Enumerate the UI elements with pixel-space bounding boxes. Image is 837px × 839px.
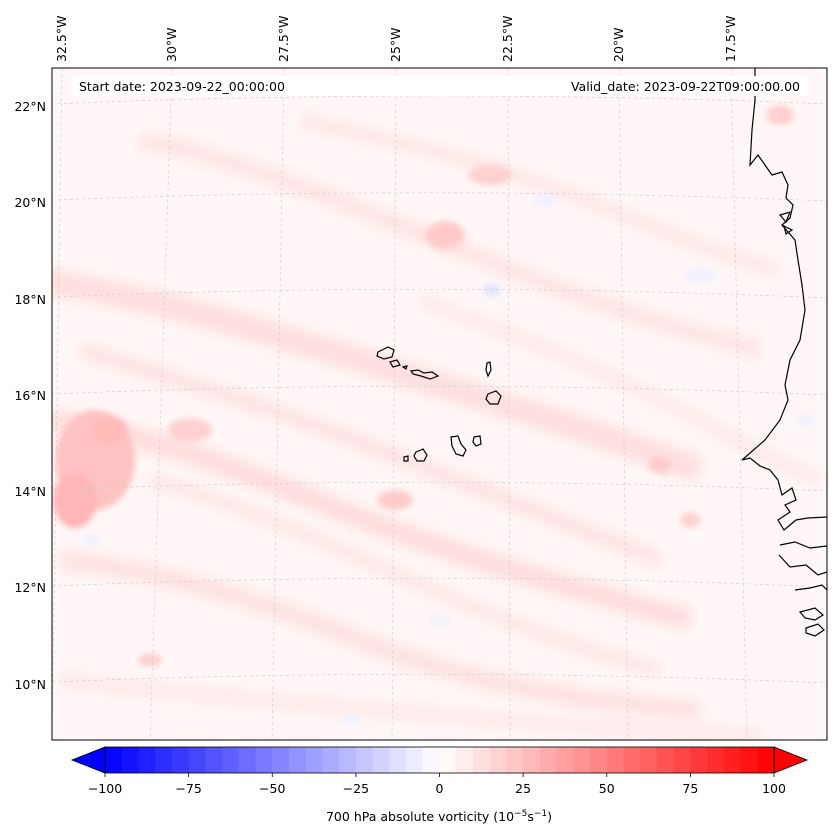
colorbar-bin xyxy=(590,747,608,773)
colorbar-bin xyxy=(573,747,591,773)
lon-label: 17.5°W xyxy=(723,16,738,62)
lat-label: 16°N xyxy=(14,388,46,403)
colorbar-bin xyxy=(690,747,708,773)
colorbar-bin xyxy=(305,747,324,773)
colorbar-bin xyxy=(539,747,558,773)
colorbar-bin xyxy=(222,747,240,773)
colorbar-bin xyxy=(757,747,775,773)
colorbar-tick-label: 75 xyxy=(682,781,698,796)
colorbar-bin xyxy=(472,747,491,773)
colorbar: −100 −75 −50 −25 0 25 50 75 100 700 hPa absolute… xyxy=(70,746,809,824)
colorbar-label: 700 hPa absolute vorticity (10−5s−1) xyxy=(326,809,552,824)
colorbar-bins xyxy=(105,747,775,773)
colorbar-bin xyxy=(723,747,742,773)
island-fogo xyxy=(413,448,428,462)
colorbar-tick-label: 50 xyxy=(599,781,615,796)
colorbar-tick-label: −50 xyxy=(259,781,285,796)
latitude-labels: 22°N 20°N 18°N 16°N 14°N 12°N 10°N xyxy=(14,99,46,692)
colorbar-bin xyxy=(138,747,156,773)
colorbar-bin xyxy=(556,747,574,773)
colorbar-bin xyxy=(171,747,190,773)
colorbar-bin xyxy=(707,747,725,773)
colorbar-bin xyxy=(640,747,658,773)
lon-label: 32.5°W xyxy=(54,16,69,62)
lon-label: 27.5°W xyxy=(276,16,291,62)
colorbar-bin xyxy=(105,747,123,773)
lat-label: 12°N xyxy=(14,580,46,595)
colorbar-bin xyxy=(339,747,357,773)
island-sao-vicente xyxy=(389,359,401,368)
island-sal xyxy=(485,361,492,378)
colorbar-bin xyxy=(322,747,340,773)
longitude-labels: 32.5°W 30°W 27.5°W 25°W 22.5°W 20°W 17.5… xyxy=(54,16,738,62)
lon-label: 20°W xyxy=(611,27,626,62)
lat-label: 10°N xyxy=(14,677,46,692)
colorbar-bin xyxy=(155,747,173,773)
island-maio xyxy=(472,435,482,447)
colorbar-bin xyxy=(355,747,374,773)
map-background xyxy=(52,68,827,740)
colorbar-bin xyxy=(389,747,407,773)
colorbar-bin xyxy=(439,747,457,773)
colorbar-bin xyxy=(489,747,507,773)
colorbar-bin xyxy=(606,747,625,773)
colorbar-bin xyxy=(623,747,641,773)
valid-date-label: Valid_date: 2023-09-22T09:00:00.00 xyxy=(571,79,800,94)
colorbar-tick-label: −75 xyxy=(175,781,201,796)
map-frame xyxy=(51,67,828,741)
colorbar-bin xyxy=(188,747,206,773)
lon-label: 22.5°W xyxy=(500,16,515,62)
island-santiago xyxy=(450,435,467,457)
colorbar-bin xyxy=(523,747,541,773)
colorbar-tick-label: 0 xyxy=(436,781,444,796)
lat-label: 14°N xyxy=(14,484,46,499)
colorbar-bin xyxy=(406,747,424,773)
island-santa-luzia xyxy=(401,365,408,370)
colorbar-bin xyxy=(121,747,140,773)
lat-label: 22°N xyxy=(14,99,46,114)
colorbar-bin xyxy=(238,747,257,773)
colorbar-bin xyxy=(656,747,675,773)
colorbar-bin xyxy=(673,747,691,773)
colorbar-tick-label: −25 xyxy=(343,781,369,796)
gridlines xyxy=(52,68,827,740)
colorbar-bin xyxy=(288,747,307,773)
island-boa-vista xyxy=(485,390,502,405)
colorbar-bin xyxy=(272,747,290,773)
lon-label: 30°W xyxy=(164,27,179,62)
colorbar-bin xyxy=(740,747,758,773)
lat-label: 20°N xyxy=(14,195,46,210)
island-santo-antao xyxy=(376,346,395,360)
colorbar-ticks: −100 −75 −50 −25 0 25 50 75 100 xyxy=(88,773,786,796)
vorticity-field xyxy=(52,105,823,740)
coastline-africa xyxy=(741,68,827,637)
colorbar-bin xyxy=(506,747,524,773)
colorbar-bin xyxy=(205,747,223,773)
colorbar-tick-label: 25 xyxy=(515,781,531,796)
colorbar-bin xyxy=(372,747,390,773)
colorbar-tick-label: 100 xyxy=(762,781,786,796)
lon-label: 25°W xyxy=(388,27,403,62)
colorbar-bin xyxy=(255,747,273,773)
start-date-label: Start date: 2023-09-22_00:00:00 xyxy=(79,79,285,94)
colorbar-bin xyxy=(456,747,474,773)
colorbar-extend-low xyxy=(70,746,106,774)
colorbar-tick-label: −100 xyxy=(88,781,122,796)
colorbar-bin xyxy=(422,747,441,773)
island-sao-nicolau xyxy=(409,369,440,380)
annotation-background xyxy=(72,76,808,96)
lat-label: 18°N xyxy=(14,292,46,307)
cape-verde-islands xyxy=(376,346,502,462)
colorbar-extend-high xyxy=(773,746,809,774)
island-brava xyxy=(403,455,409,462)
